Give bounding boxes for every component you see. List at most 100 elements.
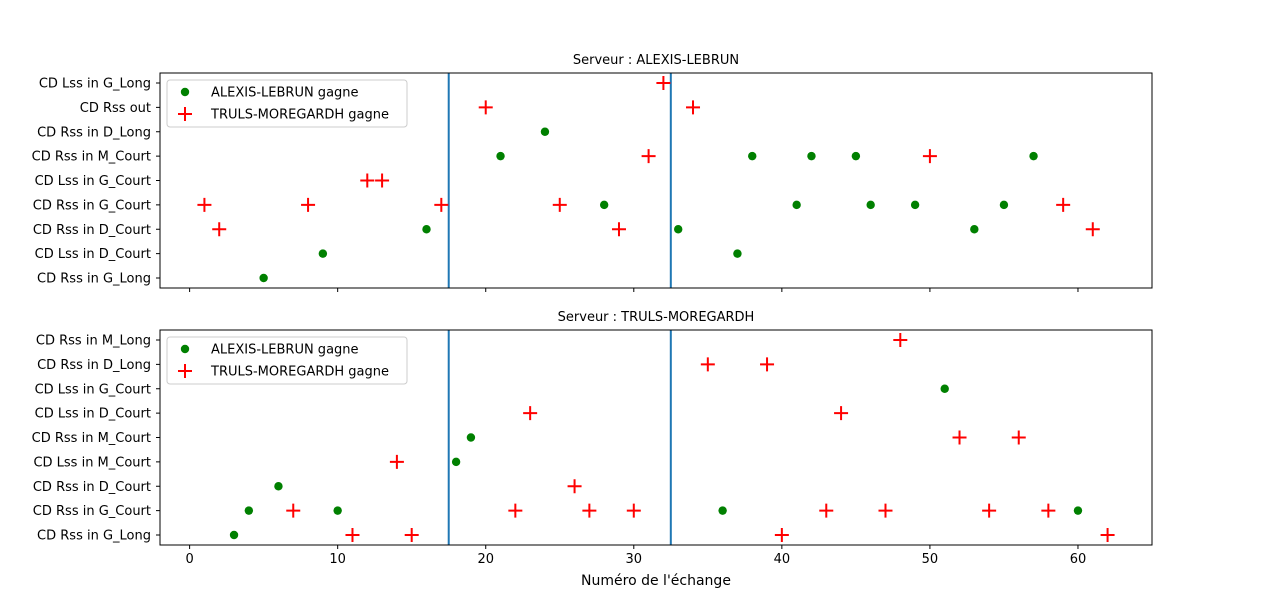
point-a-win	[451, 457, 461, 467]
y-tick-label: CD Rss in G_Court	[33, 198, 151, 213]
y-tick-label: CD Rss in G_Long	[37, 529, 151, 544]
point-b-win	[626, 503, 641, 518]
point-b-win	[345, 528, 360, 542]
point-b-win	[774, 528, 789, 542]
point-a-win	[599, 200, 609, 210]
legend-label: ALEXIS-LEBRUN gagne	[211, 86, 359, 101]
point-b-win	[1085, 222, 1100, 237]
legend-box	[166, 336, 408, 385]
point-b-win	[404, 528, 419, 542]
point-b-win	[389, 454, 404, 469]
point-b-win	[197, 197, 212, 212]
y-tick-label: CD Rss in M_Court	[32, 150, 151, 165]
legend: ALEXIS-LEBRUN gagne TRULS-MOREGARDH gagne	[166, 336, 408, 385]
point-a-win	[466, 433, 476, 442]
point-b-win	[1011, 430, 1026, 445]
point-a-win	[792, 200, 801, 210]
point-b-win	[478, 100, 493, 115]
point-b-win	[878, 503, 893, 518]
point-b-win	[834, 406, 849, 421]
point-b-win	[552, 197, 567, 212]
point-a-win	[733, 249, 742, 258]
point-a-win	[274, 482, 283, 491]
panel-2: Serveur : TRULS-MOREGARDH CD Rss in G_Lon…	[32, 310, 1153, 567]
point-a-win	[674, 225, 683, 234]
point-a-win	[496, 151, 505, 161]
point-a-win	[910, 200, 920, 210]
y-tick-label: CD Rss in M_Long	[36, 334, 151, 349]
point-b-win	[301, 197, 316, 212]
point-a-win	[259, 273, 268, 283]
y-tick-label: CD Lss in G_Long	[39, 77, 151, 92]
point-b-win	[760, 357, 775, 372]
point-b-win	[523, 406, 538, 421]
point-b-win	[893, 333, 908, 347]
point-a-win	[807, 151, 816, 161]
legend-marker	[178, 107, 192, 121]
point-a-win	[333, 506, 342, 515]
point-a-win	[318, 249, 328, 258]
y-tick-label: CD Rss in G_Long	[37, 272, 151, 287]
y-tick-label: CD Lss in D_Court	[35, 247, 151, 262]
axes-frame	[159, 72, 1153, 289]
x-tick-label: 60	[1070, 552, 1087, 567]
y-tick-label: CD Rss out	[80, 101, 151, 116]
point-b-win	[360, 173, 375, 188]
y-tick-label: CD Rss in D_Long	[37, 358, 151, 373]
point-b-win	[982, 503, 997, 518]
x-axis-label: Numéro de l'échange	[581, 573, 731, 589]
point-b-win	[375, 173, 390, 188]
y-tick-label: CD Lss in M_Court	[33, 455, 151, 470]
y-tick-label: CD Rss in D_Court	[33, 223, 151, 238]
point-b-win	[567, 479, 582, 494]
point-a-win	[244, 506, 254, 515]
point-b-win	[611, 222, 626, 237]
legend: ALEXIS-LEBRUN gagne TRULS-MOREGARDH gagne	[166, 79, 408, 128]
y-tick-label: CD Rss in D_Court	[33, 480, 151, 495]
point-b-win	[952, 430, 967, 445]
point-b-win	[922, 149, 937, 164]
legend-marker	[178, 364, 192, 378]
y-tick-label: CD Rss in D_Long	[37, 125, 151, 140]
point-b-win	[212, 222, 227, 237]
y-tick-label: CD Rss in M_Court	[32, 431, 151, 446]
point-b-win	[819, 503, 834, 518]
x-tick-label: 50	[922, 552, 939, 567]
point-a-win	[970, 225, 979, 234]
y-tick-label: CD Lss in G_Court	[35, 174, 151, 189]
point-a-win	[718, 506, 727, 515]
x-tick-label: 0	[185, 552, 193, 567]
point-b-win	[434, 197, 449, 212]
point-b-win	[582, 503, 597, 518]
legend-marker	[180, 344, 190, 354]
legend-box	[166, 79, 408, 128]
point-a-win	[940, 384, 949, 393]
legend-label: ALEXIS-LEBRUN gagne	[211, 343, 359, 358]
point-b-win	[286, 503, 301, 518]
legend-marker	[180, 87, 190, 97]
panel-title: Serveur : ALEXIS-LEBRUN	[573, 53, 739, 68]
x-tick-label: 20	[477, 552, 494, 567]
point-b-win	[686, 100, 701, 115]
y-tick-label: CD Rss in G_Court	[33, 504, 151, 519]
point-b-win	[656, 76, 671, 90]
legend-label: TRULS-MOREGARDH gagne	[210, 108, 389, 123]
x-tick-label: 40	[774, 552, 791, 567]
point-b-win	[1056, 197, 1071, 212]
legend-label: TRULS-MOREGARDH gagne	[210, 365, 389, 380]
point-a-win	[1029, 151, 1038, 161]
point-b-win	[508, 503, 523, 518]
point-b-win	[1041, 503, 1056, 518]
point-a-win	[866, 200, 875, 210]
x-tick-label: 10	[329, 552, 346, 567]
panel-1: Serveur : ALEXIS-LEBRUN CD Rss in G_Long C…	[32, 53, 1153, 292]
point-a-win	[229, 530, 239, 540]
point-a-win	[1073, 506, 1083, 515]
axes-frame	[159, 329, 1153, 546]
y-tick-label: CD Lss in D_Court	[35, 407, 151, 422]
point-b-win	[641, 149, 656, 164]
point-b-win	[1100, 528, 1115, 542]
y-tick-label: CD Lss in G_Court	[35, 382, 151, 397]
point-a-win	[422, 225, 431, 234]
